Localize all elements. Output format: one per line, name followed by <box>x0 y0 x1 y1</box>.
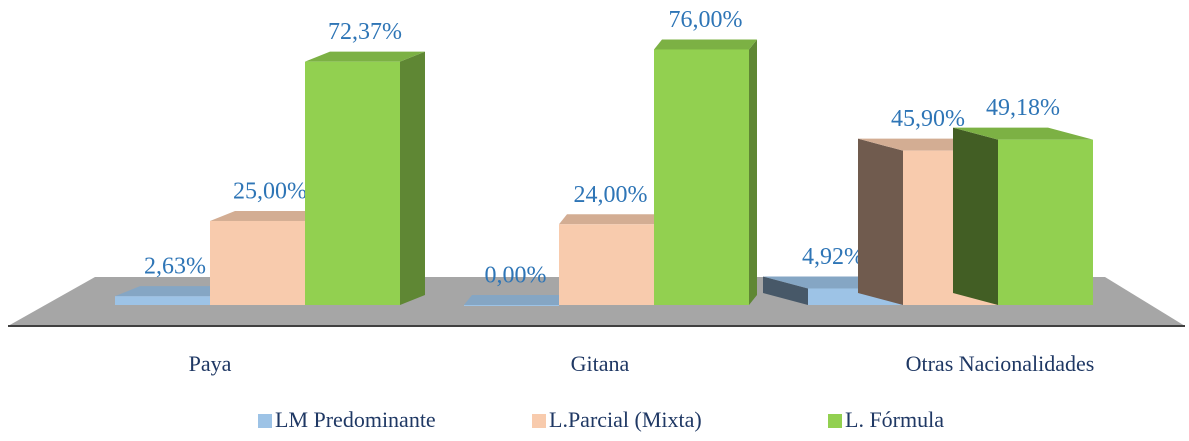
category-label: Otras Nacionalidades <box>906 351 1095 376</box>
bar-side <box>763 276 808 305</box>
value-label: 2,63% <box>144 254 206 280</box>
bar-top <box>210 210 330 221</box>
bar <box>464 305 559 306</box>
value-label: 25,00% <box>233 178 307 204</box>
bar-side <box>858 138 903 305</box>
bar <box>210 220 305 305</box>
bar-side <box>749 39 757 305</box>
bar-top <box>464 295 567 305</box>
value-label: 49,18% <box>986 95 1060 121</box>
value-label: 0,00% <box>485 263 547 289</box>
bar-side <box>953 127 998 305</box>
bar-top <box>115 286 235 297</box>
bar <box>115 296 210 305</box>
bar <box>559 224 654 305</box>
bar-top <box>953 127 1093 140</box>
value-label: 45,90% <box>891 106 965 132</box>
value-label: 4,92% <box>802 244 864 270</box>
bar <box>305 61 400 305</box>
value-label: 24,00% <box>574 182 648 208</box>
bar <box>654 49 749 306</box>
bar <box>998 139 1093 305</box>
legend-swatch <box>258 414 272 428</box>
legend-swatch <box>828 414 842 428</box>
legend-label: L.Parcial (Mixta) <box>549 407 702 432</box>
legend-label: L. Fórmula <box>845 407 944 432</box>
category-label: Gitana <box>571 351 630 376</box>
bar-side <box>400 51 425 305</box>
legend-label: LM Predominante <box>275 407 436 432</box>
category-label: Paya <box>189 351 232 376</box>
value-label: 76,00% <box>669 7 743 33</box>
bar-top <box>654 39 757 50</box>
value-label: 72,37% <box>328 19 402 45</box>
legend-swatch <box>532 414 546 428</box>
bar-top <box>559 214 662 225</box>
bar-top <box>305 51 425 62</box>
